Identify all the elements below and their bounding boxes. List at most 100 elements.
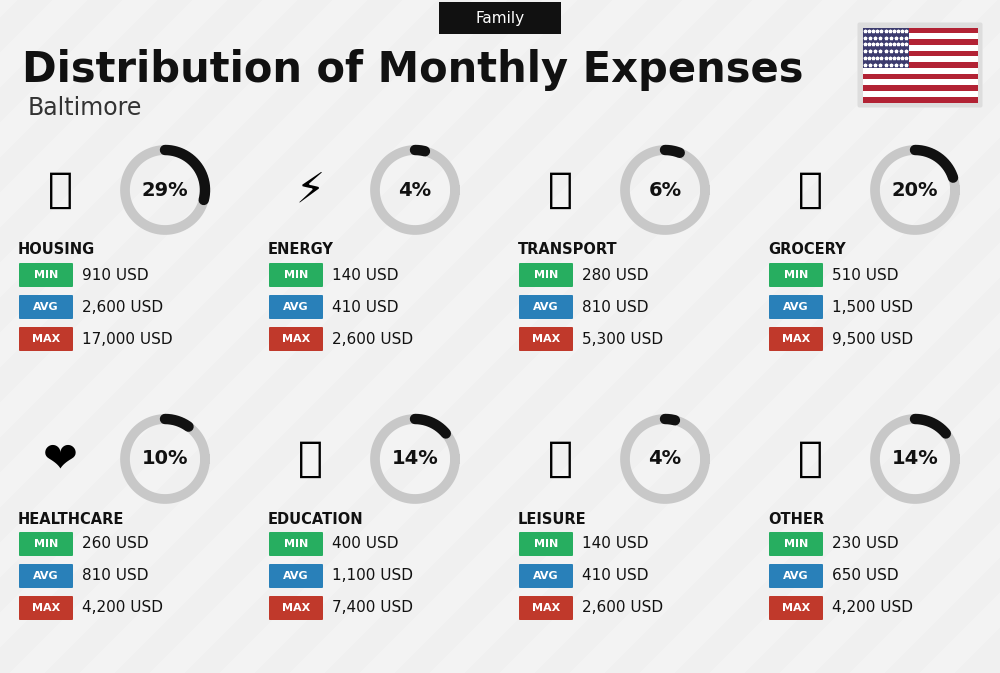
Text: 4%: 4% (648, 450, 682, 468)
Text: 4,200 USD: 4,200 USD (82, 600, 163, 616)
FancyBboxPatch shape (19, 263, 73, 287)
Text: HEALTHCARE: HEALTHCARE (18, 511, 124, 526)
Text: 🛍: 🛍 (548, 438, 572, 480)
Text: ⚡: ⚡ (295, 169, 325, 211)
Text: 🛒: 🛒 (798, 169, 822, 211)
Text: 810 USD: 810 USD (82, 569, 148, 583)
FancyBboxPatch shape (769, 327, 823, 351)
Text: AVG: AVG (33, 571, 59, 581)
Text: MIN: MIN (784, 270, 808, 280)
Text: 20%: 20% (892, 180, 938, 199)
Text: 140 USD: 140 USD (332, 267, 398, 283)
Text: MAX: MAX (282, 334, 310, 344)
Text: MIN: MIN (534, 539, 558, 549)
Text: MIN: MIN (34, 270, 58, 280)
Text: 510 USD: 510 USD (832, 267, 898, 283)
FancyBboxPatch shape (769, 295, 823, 319)
Text: 2,600 USD: 2,600 USD (332, 332, 413, 347)
Text: MAX: MAX (782, 334, 810, 344)
Text: ❤: ❤ (43, 438, 77, 480)
Text: 🚌: 🚌 (548, 169, 572, 211)
FancyBboxPatch shape (519, 327, 573, 351)
FancyBboxPatch shape (519, 295, 573, 319)
Text: MAX: MAX (532, 603, 560, 613)
Text: GROCERY: GROCERY (768, 242, 846, 258)
FancyBboxPatch shape (19, 532, 73, 556)
Text: 6%: 6% (648, 180, 682, 199)
Text: 2,600 USD: 2,600 USD (582, 600, 663, 616)
Text: 17,000 USD: 17,000 USD (82, 332, 173, 347)
Text: 1,100 USD: 1,100 USD (332, 569, 413, 583)
Text: 4,200 USD: 4,200 USD (832, 600, 913, 616)
Text: ENERGY: ENERGY (268, 242, 334, 258)
FancyBboxPatch shape (439, 2, 561, 34)
FancyBboxPatch shape (862, 28, 908, 68)
Text: MAX: MAX (782, 603, 810, 613)
FancyBboxPatch shape (862, 79, 978, 85)
Text: MAX: MAX (32, 334, 60, 344)
Text: 810 USD: 810 USD (582, 299, 648, 314)
Text: EDUCATION: EDUCATION (268, 511, 364, 526)
FancyBboxPatch shape (269, 295, 323, 319)
FancyBboxPatch shape (862, 45, 978, 50)
Text: AVG: AVG (283, 302, 309, 312)
FancyBboxPatch shape (19, 596, 73, 620)
FancyBboxPatch shape (19, 564, 73, 588)
Text: HOUSING: HOUSING (18, 242, 95, 258)
Text: Family: Family (475, 11, 525, 26)
Text: AVG: AVG (783, 302, 809, 312)
Text: 👜: 👜 (798, 438, 822, 480)
FancyBboxPatch shape (862, 57, 978, 62)
Text: 14%: 14% (392, 450, 438, 468)
Text: AVG: AVG (533, 302, 559, 312)
Text: AVG: AVG (783, 571, 809, 581)
Text: AVG: AVG (33, 302, 59, 312)
Text: 14%: 14% (892, 450, 938, 468)
FancyBboxPatch shape (19, 327, 73, 351)
Text: MAX: MAX (532, 334, 560, 344)
FancyBboxPatch shape (519, 532, 573, 556)
Text: TRANSPORT: TRANSPORT (518, 242, 618, 258)
Text: 650 USD: 650 USD (832, 569, 899, 583)
FancyBboxPatch shape (862, 28, 978, 33)
Text: 410 USD: 410 USD (582, 569, 648, 583)
FancyBboxPatch shape (862, 68, 978, 73)
FancyBboxPatch shape (19, 295, 73, 319)
Text: MIN: MIN (284, 539, 308, 549)
Text: Baltimore: Baltimore (28, 96, 142, 120)
FancyBboxPatch shape (858, 22, 982, 108)
Text: AVG: AVG (533, 571, 559, 581)
Text: MIN: MIN (34, 539, 58, 549)
FancyBboxPatch shape (269, 596, 323, 620)
FancyBboxPatch shape (862, 91, 978, 97)
FancyBboxPatch shape (519, 263, 573, 287)
FancyBboxPatch shape (862, 28, 978, 102)
Text: LEISURE: LEISURE (518, 511, 587, 526)
Text: 910 USD: 910 USD (82, 267, 149, 283)
Text: 10%: 10% (142, 450, 188, 468)
FancyBboxPatch shape (862, 85, 978, 91)
FancyBboxPatch shape (519, 596, 573, 620)
Text: AVG: AVG (283, 571, 309, 581)
FancyBboxPatch shape (769, 263, 823, 287)
Text: 230 USD: 230 USD (832, 536, 899, 551)
Text: 140 USD: 140 USD (582, 536, 648, 551)
Text: OTHER: OTHER (768, 511, 824, 526)
Text: 🏢: 🏢 (48, 169, 72, 211)
Text: 400 USD: 400 USD (332, 536, 398, 551)
Text: 260 USD: 260 USD (82, 536, 149, 551)
Text: Distribution of Monthly Expenses: Distribution of Monthly Expenses (22, 49, 804, 91)
FancyBboxPatch shape (269, 327, 323, 351)
Text: 410 USD: 410 USD (332, 299, 398, 314)
Text: MIN: MIN (284, 270, 308, 280)
FancyBboxPatch shape (269, 263, 323, 287)
Text: 280 USD: 280 USD (582, 267, 648, 283)
FancyBboxPatch shape (862, 62, 978, 68)
Text: 1,500 USD: 1,500 USD (832, 299, 913, 314)
FancyBboxPatch shape (862, 33, 978, 39)
Text: 29%: 29% (142, 180, 188, 199)
Text: 2,600 USD: 2,600 USD (82, 299, 163, 314)
Text: MAX: MAX (282, 603, 310, 613)
FancyBboxPatch shape (769, 564, 823, 588)
FancyBboxPatch shape (769, 532, 823, 556)
